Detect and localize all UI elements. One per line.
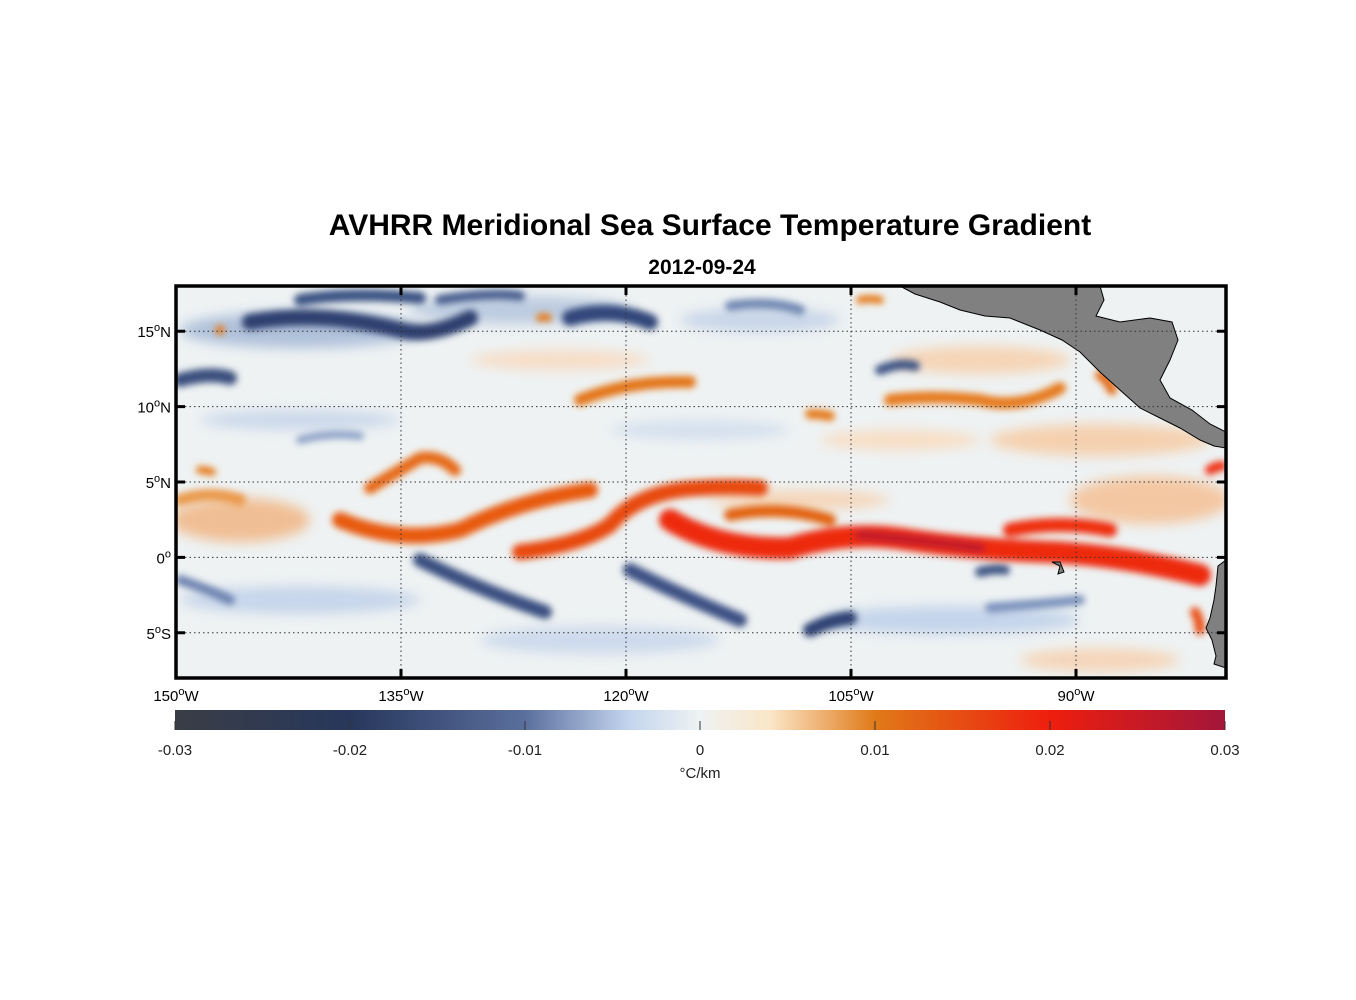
south-america bbox=[1205, 559, 1226, 669]
colorbar-ticks: -0.03 -0.02 -0.01 0 0.01 0.02 0.03 bbox=[158, 721, 1240, 759]
colorbar-tick-label-6: 0.03 bbox=[1210, 742, 1239, 759]
y-axis: 15oN 10oN 5oN 0o 5oS bbox=[137, 322, 1226, 643]
x-axis: 150oW 135oW 120oW 105oW 90oW bbox=[153, 286, 1095, 705]
colorbar-tick-label-4: 0.01 bbox=[860, 742, 889, 759]
colorbar bbox=[175, 710, 1225, 730]
x-tick-label-2: 120oW bbox=[603, 686, 649, 705]
negative-bands bbox=[176, 289, 1085, 637]
galapagos bbox=[1051, 561, 1065, 575]
colorbar-tick-label-3: 0 bbox=[696, 742, 704, 759]
colorbar-tick-label-2: -0.01 bbox=[508, 742, 542, 759]
central-america bbox=[899, 286, 1226, 449]
gradient-field bbox=[176, 296, 1226, 672]
y-tick-label-0: 15oN bbox=[137, 322, 171, 341]
x-tick-label-0: 150oW bbox=[153, 686, 199, 705]
y-tick-label-4: 5oS bbox=[147, 624, 171, 643]
map-area bbox=[176, 286, 1226, 678]
x-tick-label-1: 135oW bbox=[378, 686, 424, 705]
y-tick-label-3: 0o bbox=[157, 548, 171, 567]
x-tick-label-3: 105oW bbox=[828, 686, 874, 705]
colorbar-tick-label-1: -0.02 bbox=[333, 742, 367, 759]
colorbar-tick-label-0: -0.03 bbox=[158, 742, 192, 759]
positive-bands bbox=[176, 295, 1226, 635]
chart-title: AVHRR Meridional Sea Surface Temperature… bbox=[329, 209, 1091, 242]
colorbar-unit-label: °C/km bbox=[680, 765, 721, 782]
colorbar-tick-label-5: 0.02 bbox=[1035, 742, 1064, 759]
x-tick-label-4: 90oW bbox=[1058, 686, 1096, 705]
y-tick-label-1: 10oN bbox=[137, 398, 171, 417]
landmass bbox=[899, 286, 1226, 669]
y-tick-label-2: 5oN bbox=[146, 473, 171, 492]
chart-subtitle: 2012-09-24 bbox=[648, 256, 756, 279]
